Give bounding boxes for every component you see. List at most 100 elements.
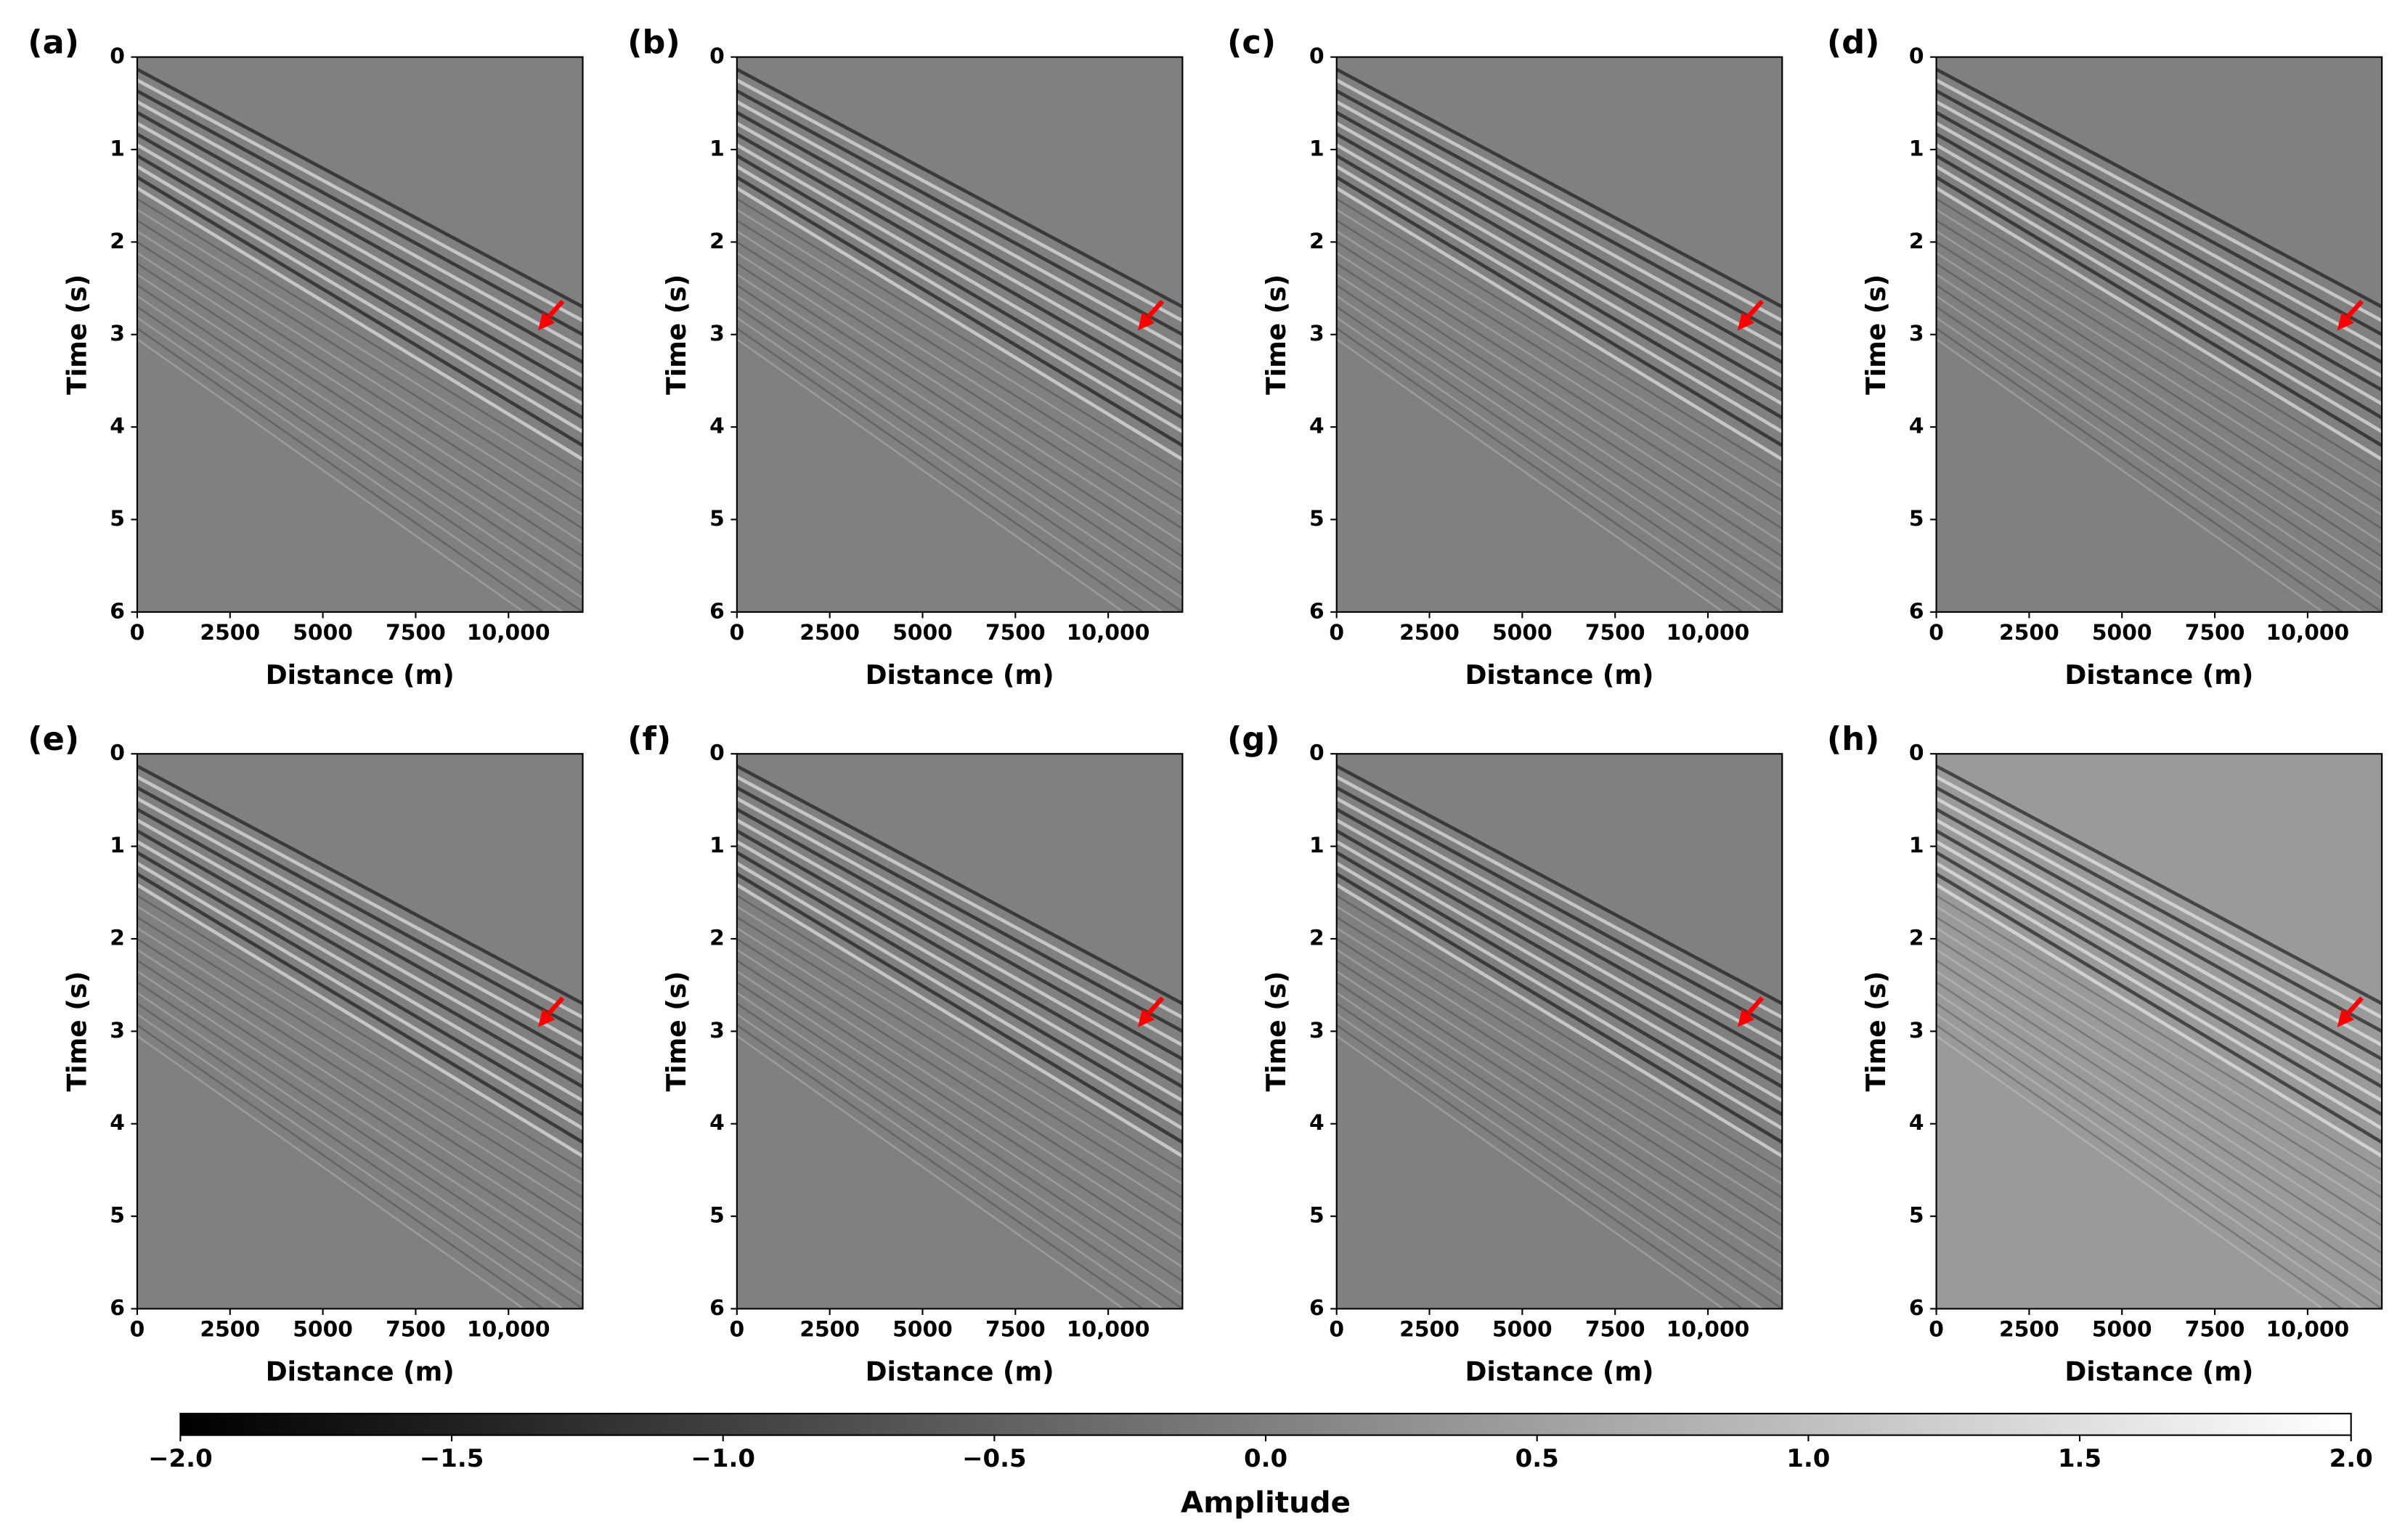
waveform-event bbox=[1936, 176, 2382, 447]
y-tick-label: 2 bbox=[110, 229, 125, 254]
y-axis-label: Time (s) bbox=[1861, 274, 1892, 395]
y-tick-label: 1 bbox=[709, 136, 725, 161]
y-tick-label: 4 bbox=[709, 414, 725, 439]
waveform-event bbox=[1336, 306, 1783, 612]
arrow-head bbox=[1737, 311, 1755, 331]
waveform-event bbox=[137, 807, 583, 1061]
waveform-event bbox=[1336, 970, 1783, 1268]
waveform-event bbox=[1336, 327, 1744, 612]
colorbar-tick-label: 0.5 bbox=[1515, 1444, 1559, 1473]
waveform-event bbox=[137, 797, 583, 1047]
no-signal-zone bbox=[1336, 754, 1783, 998]
x-tick-label: 7500 bbox=[1585, 1317, 1645, 1343]
y-tick-label: 1 bbox=[1309, 136, 1324, 161]
arrow-shaft bbox=[547, 299, 565, 319]
waveform-event bbox=[137, 208, 583, 488]
waveform-event bbox=[1936, 187, 2382, 461]
x-tick-label: 7500 bbox=[985, 1317, 1046, 1343]
x-tick-label: 2500 bbox=[1399, 620, 1460, 645]
waveform-event bbox=[1936, 121, 2382, 378]
x-axis-label: Distance (m) bbox=[1465, 1357, 1653, 1388]
waveform-event bbox=[137, 252, 583, 544]
waveform-event bbox=[1336, 219, 1783, 502]
waveform-event bbox=[137, 895, 583, 1171]
x-axis-label: Distance (m) bbox=[2064, 1357, 2253, 1388]
y-tick-label: 0 bbox=[110, 44, 125, 69]
x-tick-label: 10,000 bbox=[467, 620, 550, 645]
waveform-event bbox=[1336, 905, 1783, 1185]
arrow-shaft bbox=[1147, 996, 1165, 1015]
waveform-event bbox=[1336, 883, 1783, 1158]
x-tick-label: 2500 bbox=[1999, 620, 2059, 645]
x-tick-label: 7500 bbox=[386, 620, 446, 645]
y-tick-label: 5 bbox=[1309, 506, 1324, 531]
no-signal-zone bbox=[137, 754, 583, 998]
waveform-event bbox=[1936, 851, 2382, 1117]
colorbar-tick-label: 1.0 bbox=[1786, 1444, 1830, 1473]
waveform-event bbox=[736, 818, 1183, 1075]
waveform-event bbox=[736, 807, 1183, 1061]
x-tick-label: 2500 bbox=[200, 1317, 260, 1343]
waveform-event bbox=[1936, 916, 2382, 1199]
y-axis-label: Time (s) bbox=[662, 971, 692, 1091]
waveform-event bbox=[137, 230, 583, 516]
waveform-event bbox=[736, 121, 1183, 378]
x-tick-label: 0 bbox=[130, 1317, 145, 1343]
waveform-event bbox=[137, 765, 583, 1006]
waveform-event bbox=[1936, 143, 2382, 406]
y-tick-label: 2 bbox=[1909, 229, 1924, 254]
x-tick-label: 5000 bbox=[1492, 1317, 1553, 1343]
waveform-event bbox=[1936, 927, 2382, 1213]
waveform-event bbox=[1336, 100, 1783, 350]
waveform-event bbox=[736, 89, 1183, 336]
waveform-event bbox=[1936, 78, 2382, 322]
waveform-event bbox=[137, 959, 583, 1255]
y-tick-label: 1 bbox=[1909, 136, 1924, 161]
arrow-shaft bbox=[2346, 299, 2364, 319]
waveform-event bbox=[1936, 338, 2325, 612]
waveform-event bbox=[137, 905, 583, 1185]
waveform-event bbox=[137, 143, 583, 406]
y-tick-label: 6 bbox=[709, 1295, 725, 1321]
waveform-event bbox=[736, 241, 1183, 530]
waveform-event bbox=[1936, 970, 2382, 1268]
waveform-event bbox=[736, 948, 1183, 1241]
panel-label: (c) bbox=[1227, 24, 1276, 62]
waveform-event bbox=[1936, 295, 2382, 599]
y-axis-label: Time (s) bbox=[62, 971, 92, 1091]
waveform-event bbox=[1936, 1024, 2344, 1309]
waveform-event bbox=[1936, 273, 2382, 571]
waveform-event bbox=[137, 927, 583, 1213]
x-tick-label: 7500 bbox=[2185, 620, 2245, 645]
waveform-event bbox=[736, 797, 1183, 1047]
colorbar-tick-label: 2.0 bbox=[2329, 1444, 2373, 1473]
waveform-event bbox=[736, 840, 1183, 1102]
waveform-event bbox=[1336, 338, 1725, 612]
waveform-event bbox=[1336, 818, 1783, 1075]
y-axis-label: Time (s) bbox=[1261, 971, 1292, 1091]
waveform-event bbox=[137, 121, 583, 378]
no-signal-zone bbox=[1936, 754, 2382, 998]
waveform-event bbox=[1336, 829, 1783, 1088]
waveform-event bbox=[137, 338, 526, 612]
waveform-event bbox=[736, 132, 1183, 392]
waveform-texture bbox=[1936, 754, 2382, 1309]
y-tick-label: 3 bbox=[110, 1018, 125, 1043]
waveform-event bbox=[1336, 872, 1783, 1144]
y-tick-label: 2 bbox=[110, 925, 125, 950]
y-tick-label: 4 bbox=[110, 414, 125, 439]
arrow-shaft bbox=[2346, 996, 2364, 1015]
waveform-event bbox=[1936, 948, 2382, 1241]
x-tick-label: 5000 bbox=[2092, 1317, 2152, 1343]
waveform-event bbox=[1936, 807, 2382, 1061]
x-tick-label: 10,000 bbox=[467, 1317, 550, 1343]
waveform-event bbox=[1936, 775, 2382, 1019]
waveform-event bbox=[1336, 948, 1783, 1241]
y-axis-label: Time (s) bbox=[1261, 274, 1292, 395]
x-tick-label: 0 bbox=[1329, 620, 1344, 645]
waveform-event bbox=[137, 154, 583, 420]
no-signal-zone bbox=[736, 57, 1183, 301]
waveform-event bbox=[736, 306, 1183, 612]
waveform-event bbox=[137, 861, 583, 1130]
waveform-event bbox=[1336, 78, 1783, 322]
